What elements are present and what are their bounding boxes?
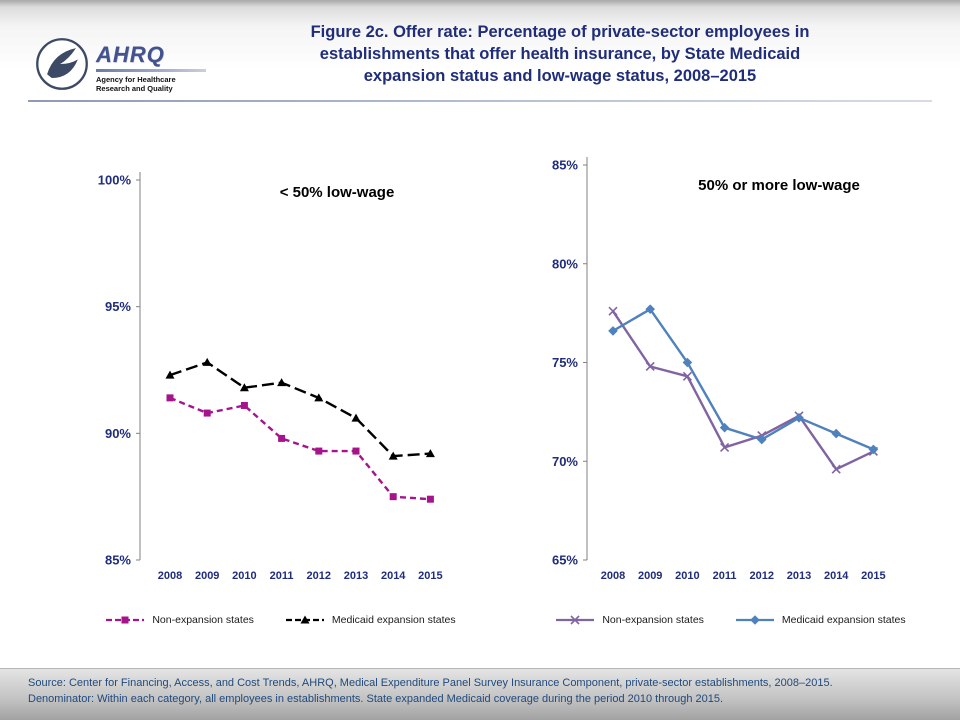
legend-label: Medicaid expansion states xyxy=(331,614,456,626)
square-marker-icon xyxy=(315,447,323,455)
legend-low-wage-under-50: Non-expansion states Medicaid expansion s… xyxy=(80,614,480,626)
footer-denominator-line: Denominator: Within each category, all e… xyxy=(28,692,724,705)
x-tick-label: 2010 xyxy=(675,570,699,582)
diamond-marker-icon xyxy=(750,615,760,625)
figure-title-line3: expansion status and low-wage status, 20… xyxy=(363,66,757,85)
y-tick-label: 70% xyxy=(552,454,578,469)
diamond-marker-icon xyxy=(757,434,767,445)
y-tick-label: 80% xyxy=(552,256,578,271)
x-tick-label: 2008 xyxy=(601,570,625,582)
x-tick-label: 2012 xyxy=(750,570,774,582)
x-tick-label: 2011 xyxy=(713,570,737,582)
x-tick-label: 2012 xyxy=(307,570,331,582)
ahrq-logo-text: AHRQ xyxy=(96,42,165,67)
x-tick-label: 2009 xyxy=(195,570,219,582)
triangle-marker-icon xyxy=(314,393,324,402)
x-tick-label: 2008 xyxy=(158,570,182,582)
x-tick-label: 2015 xyxy=(418,570,442,582)
square-marker-icon xyxy=(121,616,129,624)
y-tick-label: 85% xyxy=(552,158,578,173)
diamond-marker-icon xyxy=(645,304,655,314)
y-tick-label: 100% xyxy=(98,173,132,188)
legend-line-sample xyxy=(106,616,145,624)
legend-item: Medicaid expansion states xyxy=(284,614,456,626)
x-marker-icon xyxy=(720,442,730,452)
x-tick-label: 2014 xyxy=(381,570,406,582)
x-marker-icon xyxy=(682,371,692,381)
diamond-marker-icon xyxy=(868,444,879,455)
triangle-marker-icon xyxy=(202,357,212,366)
diamond-marker-icon xyxy=(608,326,618,336)
square-marker-icon xyxy=(426,495,434,503)
x-marker-icon xyxy=(608,306,618,316)
ahrq-logo: AHRQ Agency for Healthcare Research and … xyxy=(96,42,226,94)
legend-line-sample xyxy=(556,615,595,625)
legend-label: Non-expansion states xyxy=(602,614,704,626)
triangle-marker-icon xyxy=(425,449,435,458)
series-line xyxy=(169,396,431,501)
hhs-logo xyxy=(34,36,90,92)
legend-label: Medicaid expansion states xyxy=(781,614,906,626)
square-marker-icon xyxy=(203,409,211,417)
x-tick-label: 2013 xyxy=(787,570,811,582)
square-marker-icon xyxy=(278,434,286,442)
series-line xyxy=(612,310,874,471)
diamond-marker-icon xyxy=(831,428,841,439)
legend-item: Non-expansion states xyxy=(104,614,254,626)
x-marker-icon xyxy=(645,361,655,372)
x-tick-label: 2009 xyxy=(638,570,662,582)
legend-line-sample xyxy=(285,615,324,624)
ahrq-tagline-line2: Research and Quality xyxy=(96,84,173,94)
triangle-marker-icon xyxy=(300,615,310,624)
ahrq-logo-tagline: Agency for Healthcare Research and Quali… xyxy=(96,75,226,94)
triangle-marker-icon xyxy=(351,413,361,422)
footer-source-line: Source: Center for Financing, Access, an… xyxy=(28,677,833,689)
legend-item: Non-expansion states xyxy=(554,614,704,626)
ahrq-tagline-line1: Agency for Healthcare xyxy=(96,75,176,84)
legend-label: Non-expansion states xyxy=(152,614,254,626)
square-marker-icon xyxy=(389,493,397,501)
diamond-marker-icon xyxy=(682,357,693,368)
header-divider xyxy=(28,100,932,102)
legend-item: Medicaid expansion states xyxy=(734,614,906,626)
diamond-marker-icon xyxy=(719,422,730,433)
y-tick-label: 75% xyxy=(552,355,578,370)
x-tick-label: 2013 xyxy=(344,570,368,582)
x-tick-label: 2014 xyxy=(824,570,849,582)
triangle-marker-icon xyxy=(165,370,175,379)
square-marker-icon xyxy=(352,447,360,455)
x-marker-icon xyxy=(570,615,580,625)
x-tick-label: 2011 xyxy=(270,570,294,582)
figure-title-line1: Figure 2c. Offer rate: Percentage of pri… xyxy=(310,23,810,41)
x-tick-label: 2010 xyxy=(232,570,256,582)
figure-title: Figure 2c. Offer rate: Percentage of pri… xyxy=(230,22,890,87)
chart-low-wage-under-50: 85% 90% 95% 100% 2008 2009 2010 2011 2012 2013 201… xyxy=(98,172,443,582)
chart-low-wage-50-plus: 65% 70% 75% 80% 85% 2008 2009 2010 2011 2012 2013 2… xyxy=(552,157,886,582)
y-tick-label: 90% xyxy=(105,426,131,441)
legend-line-sample xyxy=(735,615,774,625)
legend-low-wage-50-plus: Non-expansion states Medicaid expansion s… xyxy=(525,614,935,626)
hhs-eagle-icon xyxy=(36,38,88,90)
triangle-marker-icon xyxy=(239,383,249,392)
y-tick-label: 95% xyxy=(105,299,131,314)
triangle-marker-icon xyxy=(388,451,398,460)
x-marker-icon xyxy=(831,464,841,474)
x-tick-label: 2015 xyxy=(861,570,885,582)
chart-panel-title: 50% or more low-wage xyxy=(698,177,860,194)
square-marker-icon xyxy=(240,401,248,409)
series-line xyxy=(612,307,874,451)
chart-panel-title: < 50% low-wage xyxy=(280,184,395,201)
triangle-marker-icon xyxy=(277,378,287,387)
footer-source-note: Source: Center for Financing, Access, an… xyxy=(0,668,960,720)
square-marker-icon xyxy=(166,394,174,402)
y-tick-label: 85% xyxy=(105,553,131,568)
y-tick-label: 65% xyxy=(552,553,578,568)
series-line xyxy=(169,361,431,458)
header: AHRQ Agency for Healthcare Research and … xyxy=(0,0,960,102)
figure-title-line2: establishments that offer health insuran… xyxy=(319,44,801,63)
ahrq-logo-bar xyxy=(96,69,206,72)
